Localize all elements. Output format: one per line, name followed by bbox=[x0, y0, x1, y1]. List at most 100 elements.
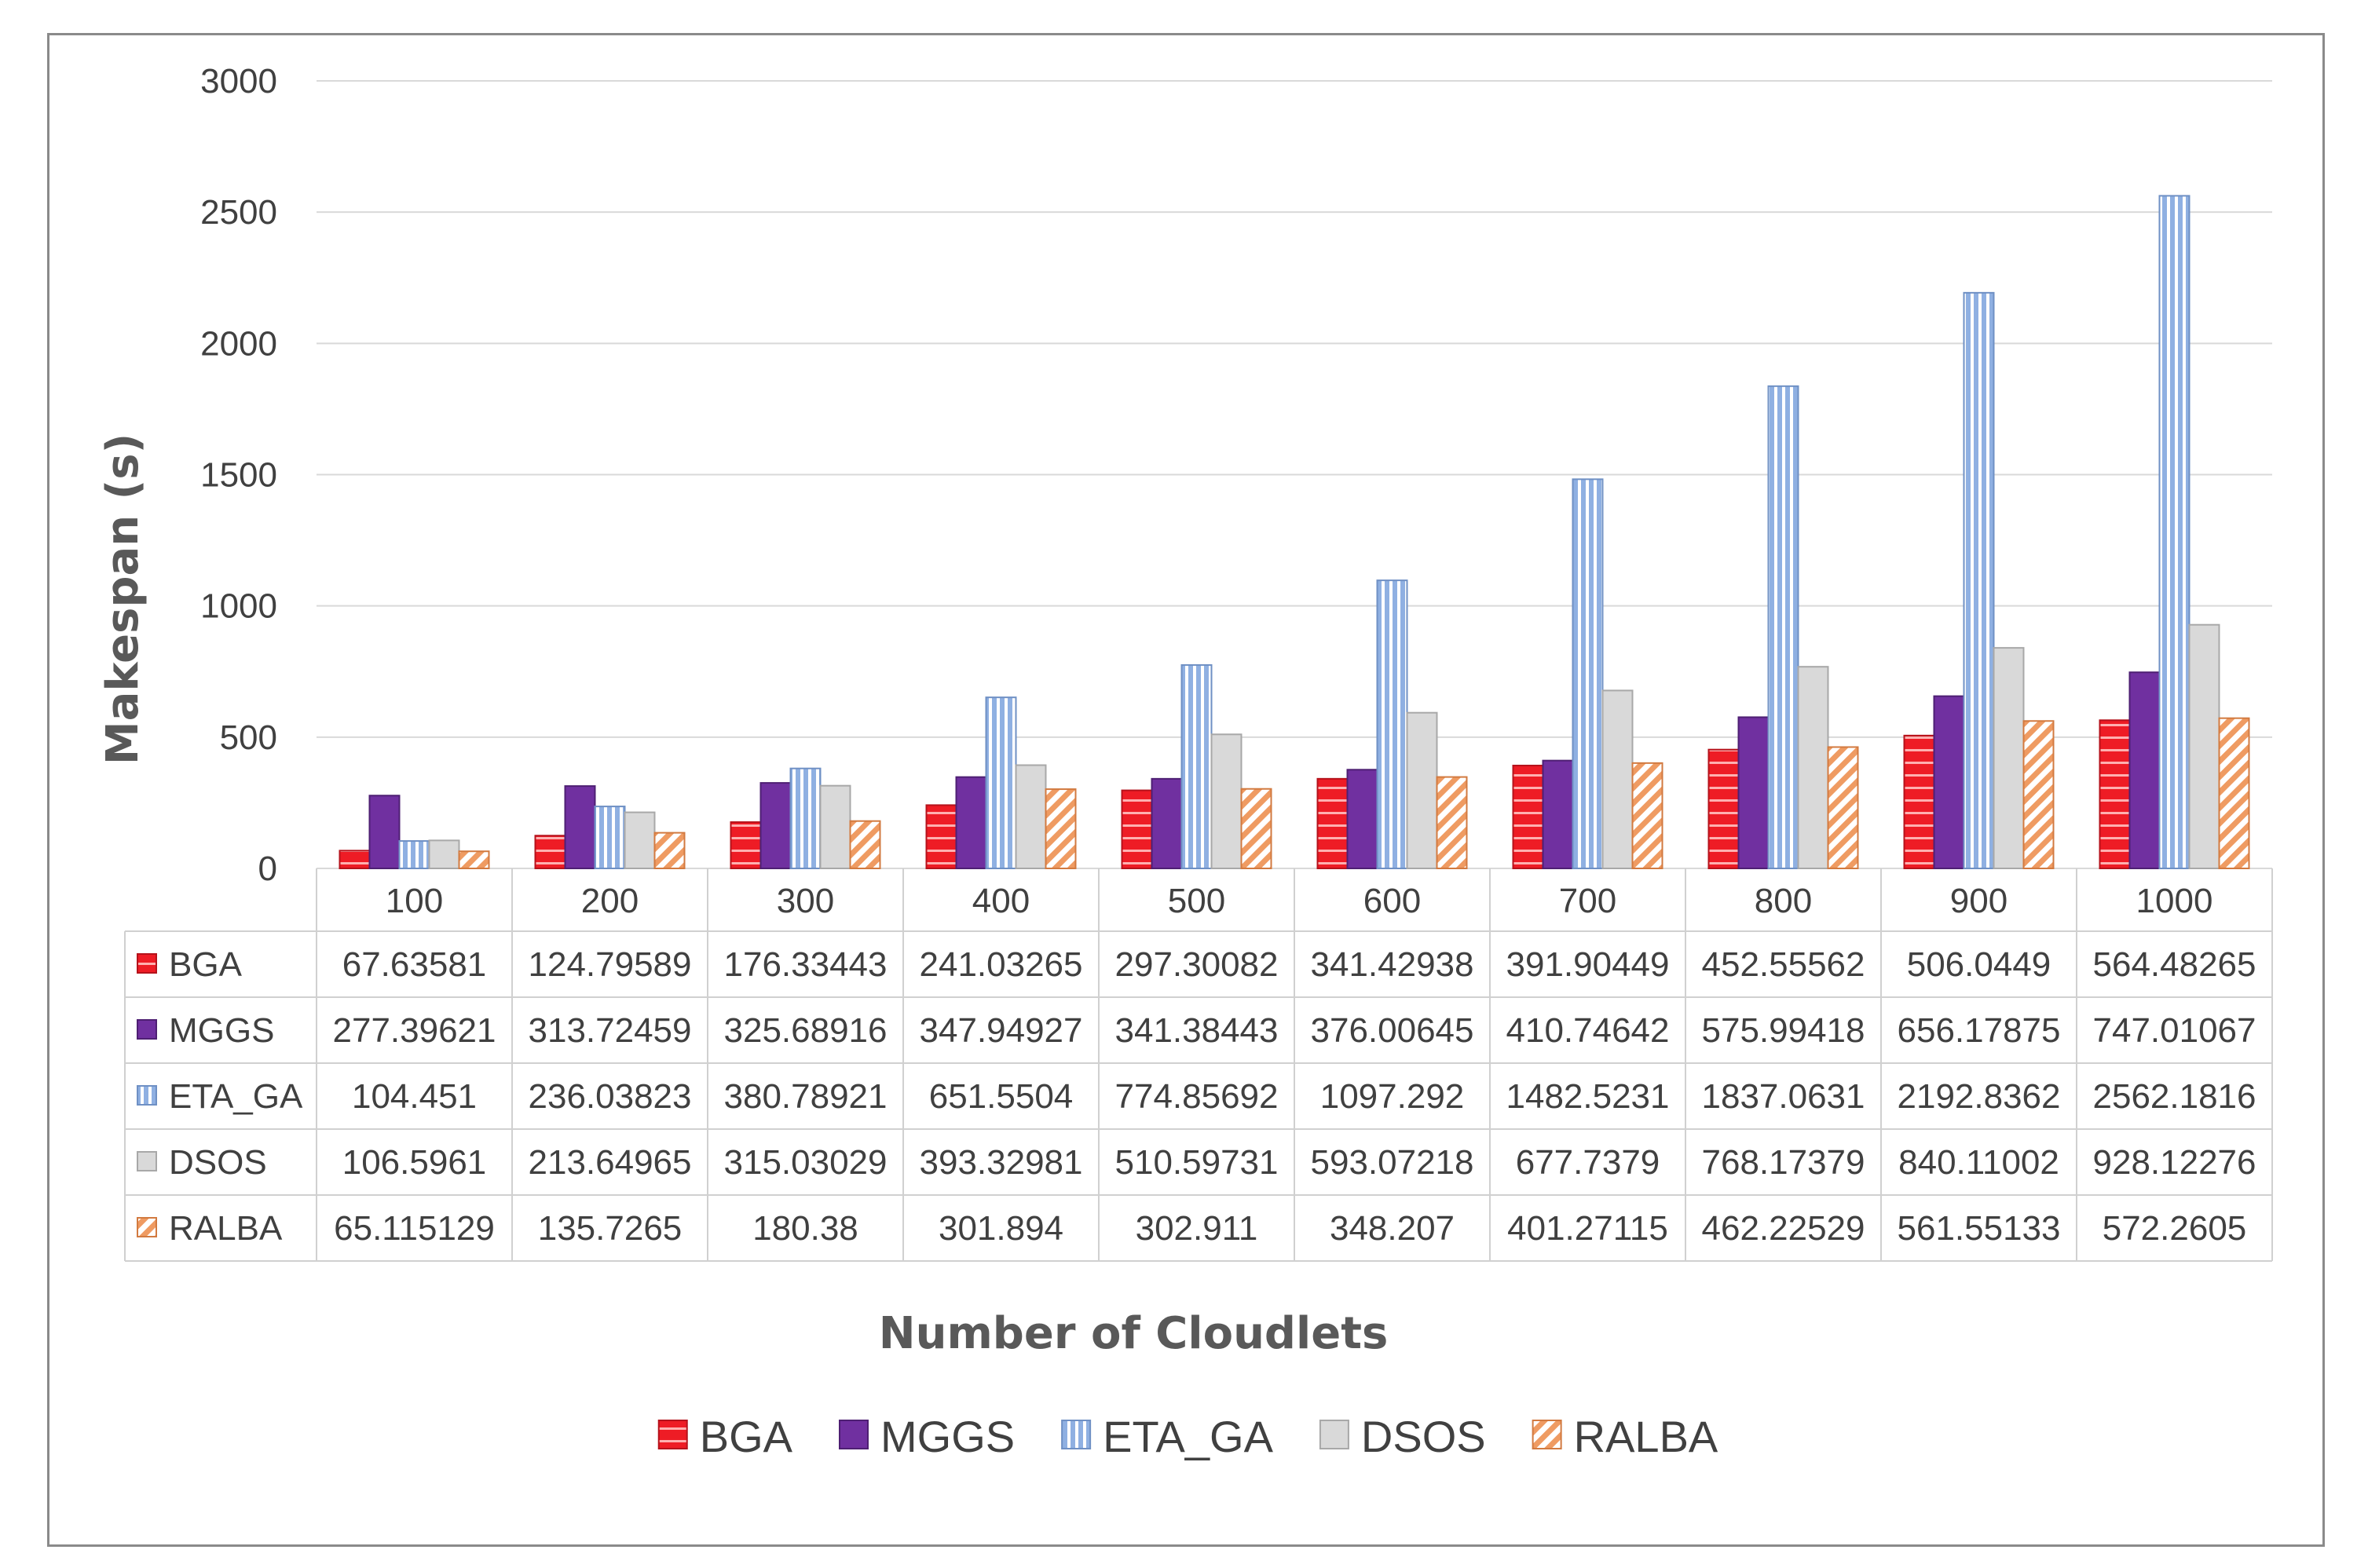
bar-mggs-600 bbox=[1346, 769, 1378, 869]
table-cell: 774.85692 bbox=[1115, 1077, 1279, 1116]
table-cell: 380.78921 bbox=[724, 1077, 888, 1116]
table-row-swatch bbox=[137, 1085, 157, 1106]
bar-eta-ga-1000 bbox=[2158, 195, 2190, 870]
y-tick-label: 1500 bbox=[200, 456, 277, 495]
bar-dsos-300 bbox=[819, 784, 851, 869]
table-row-swatch bbox=[137, 953, 157, 974]
x-tick-label: 900 bbox=[1950, 882, 2007, 920]
bar-ralba-700 bbox=[1631, 762, 1663, 869]
table-row-label: DSOS bbox=[169, 1143, 267, 1182]
bar-bga-500 bbox=[1121, 789, 1153, 869]
table-cell: 506.0449 bbox=[1907, 945, 2051, 984]
table-row-swatch bbox=[137, 1151, 157, 1171]
legend-swatch-dsos bbox=[1319, 1420, 1349, 1449]
table-cell: 768.17379 bbox=[1702, 1143, 1865, 1182]
table-cell: 124.79589 bbox=[529, 945, 692, 984]
table-cell: 313.72459 bbox=[529, 1011, 692, 1050]
table-row-swatch bbox=[137, 1019, 157, 1040]
table-row-swatch bbox=[137, 1217, 157, 1237]
legend-swatch-bga bbox=[657, 1420, 688, 1449]
table-cell: 410.74642 bbox=[1506, 1011, 1670, 1050]
x-tick-label: 1000 bbox=[2136, 882, 2213, 920]
table-cell: 593.07218 bbox=[1311, 1143, 1474, 1182]
x-tick-label: 800 bbox=[1755, 882, 1812, 920]
chart-frame: 0 500 1000 1500 2000 2500 3000 100 200 300 400 500… bbox=[47, 33, 2325, 1547]
table-cell: 2562.1816 bbox=[2093, 1077, 2256, 1116]
legend: BGA MGGS ETA_GA DSOS RALBA bbox=[657, 1412, 1718, 1461]
table-cell: 325.68916 bbox=[724, 1011, 888, 1050]
bar-bga-900 bbox=[1903, 734, 1935, 869]
y-tick-label: 500 bbox=[220, 718, 277, 757]
table-cell: 106.5961 bbox=[342, 1143, 487, 1182]
legend-label: RALBA bbox=[1574, 1412, 1718, 1461]
bar-dsos-200 bbox=[624, 811, 656, 870]
bar-ralba-800 bbox=[1827, 746, 1859, 870]
table-cell: 277.39621 bbox=[333, 1011, 496, 1050]
bar-mggs-400 bbox=[955, 776, 987, 869]
table-cell: 315.03029 bbox=[724, 1143, 888, 1182]
bar-bga-100 bbox=[339, 850, 371, 869]
table-cell: 572.2605 bbox=[2103, 1209, 2247, 1248]
table-cell: 1097.292 bbox=[1320, 1077, 1465, 1116]
y-tick-label: 2000 bbox=[200, 324, 277, 363]
y-tick-label: 1000 bbox=[200, 587, 277, 626]
x-tick-label: 500 bbox=[1168, 882, 1225, 920]
bar-eta-ga-200 bbox=[594, 806, 626, 869]
x-tick-label: 700 bbox=[1559, 882, 1616, 920]
bar-ralba-200 bbox=[653, 832, 686, 870]
bar-ralba-500 bbox=[1240, 788, 1272, 869]
bar-eta-ga-400 bbox=[985, 696, 1017, 869]
bar-dsos-900 bbox=[1993, 647, 2025, 869]
table-cell: 1482.5231 bbox=[1506, 1077, 1670, 1116]
table-cell: 677.7379 bbox=[1516, 1143, 1660, 1182]
bar-bga-700 bbox=[1512, 764, 1544, 869]
bar-mggs-700 bbox=[1542, 759, 1574, 869]
x-tick-label: 200 bbox=[581, 882, 639, 920]
legend-label: DSOS bbox=[1361, 1412, 1486, 1461]
bar-bga-600 bbox=[1316, 777, 1349, 869]
table-cell: 301.894 bbox=[939, 1209, 1063, 1248]
table-cell: 297.30082 bbox=[1115, 945, 1279, 984]
bar-ralba-300 bbox=[849, 820, 881, 869]
table-cell: 2192.8362 bbox=[1898, 1077, 2061, 1116]
bar-bga-1000 bbox=[2099, 719, 2131, 870]
bar-ralba-1000 bbox=[2218, 717, 2250, 870]
bar-bga-800 bbox=[1707, 748, 1740, 869]
y-tick-label: 3000 bbox=[200, 62, 277, 101]
legend-label: MGGS bbox=[880, 1412, 1015, 1461]
table-cell: 341.38443 bbox=[1115, 1011, 1279, 1050]
bar-mggs-300 bbox=[759, 782, 792, 870]
table-cell: 236.03823 bbox=[529, 1077, 692, 1116]
legend-label: BGA bbox=[700, 1412, 793, 1461]
bar-ralba-900 bbox=[2022, 720, 2055, 870]
table-cell: 67.63581 bbox=[342, 945, 487, 984]
bar-dsos-400 bbox=[1015, 764, 1047, 869]
bar-dsos-500 bbox=[1210, 733, 1243, 869]
table-cell: 176.33443 bbox=[724, 945, 888, 984]
table-cell: 341.42938 bbox=[1311, 945, 1474, 984]
bar-mggs-1000 bbox=[2128, 671, 2161, 870]
bar-ralba-600 bbox=[1436, 776, 1468, 869]
bar-bga-300 bbox=[730, 821, 762, 870]
bar-dsos-1000 bbox=[2188, 623, 2220, 869]
table-row-label: RALBA bbox=[169, 1209, 283, 1248]
table-cell: 393.32981 bbox=[920, 1143, 1083, 1182]
table-cell: 564.48265 bbox=[2093, 945, 2256, 984]
bar-eta-ga-800 bbox=[1767, 385, 1799, 869]
table-cell: 302.911 bbox=[1136, 1209, 1258, 1248]
x-tick-label: 300 bbox=[777, 882, 834, 920]
bar-eta-ga-500 bbox=[1180, 663, 1213, 869]
table-cell: 348.207 bbox=[1330, 1209, 1455, 1248]
bar-eta-ga-300 bbox=[789, 767, 822, 869]
table-cell: 65.115129 bbox=[334, 1209, 495, 1248]
bar-ralba-100 bbox=[458, 850, 490, 870]
bar-eta-ga-600 bbox=[1376, 579, 1408, 870]
table-cell: 180.38 bbox=[752, 1209, 858, 1248]
table-cell: 656.17875 bbox=[1898, 1011, 2061, 1050]
table-cell: 928.12276 bbox=[2093, 1143, 2256, 1182]
table-cell: 1837.0631 bbox=[1702, 1077, 1865, 1116]
legend-swatch-ralba bbox=[1532, 1420, 1562, 1449]
makespan-chart: 0 500 1000 1500 2000 2500 3000 100 200 300 400 500… bbox=[97, 62, 2273, 1461]
table-cell: 575.99418 bbox=[1702, 1011, 1865, 1050]
table-cell: 840.11002 bbox=[1898, 1143, 2059, 1182]
